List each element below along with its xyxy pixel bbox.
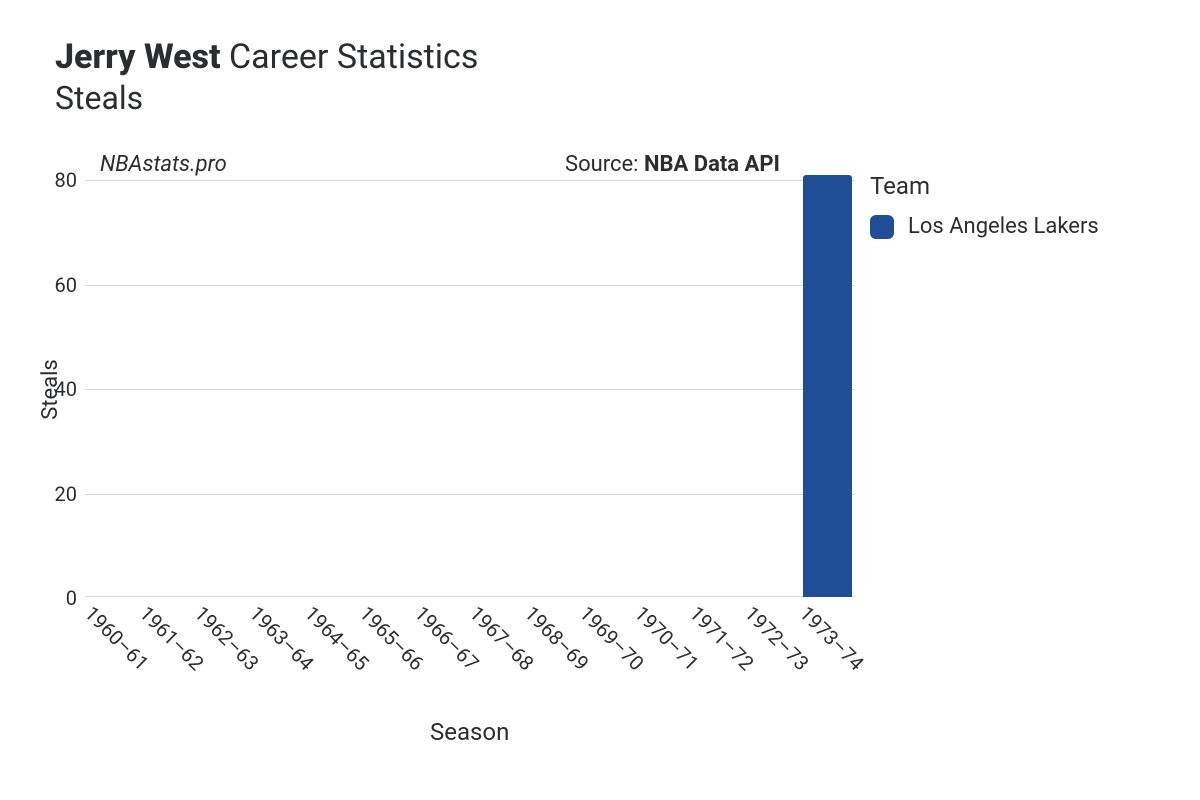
source-name: NBA Data API (644, 152, 780, 177)
gridline (85, 494, 855, 495)
x-axis-title: Season (430, 718, 509, 746)
bar (803, 175, 851, 597)
source-prefix: Source: (565, 152, 644, 177)
player-name: Jerry West (55, 37, 221, 77)
plot-area: 0204060801960–611961–621962–631963–64196… (85, 180, 855, 598)
legend-title: Team (870, 172, 1099, 200)
watermark-text: NBAstats.pro (100, 152, 227, 177)
gridline (85, 389, 855, 390)
y-tick-label: 60 (55, 273, 85, 297)
y-tick-label: 20 (55, 482, 85, 506)
gridline (85, 285, 855, 286)
chart-title: Jerry West Career Statistics (55, 38, 478, 77)
chart-subtitle: Steals (55, 79, 478, 117)
y-tick-label: 0 (66, 586, 85, 610)
legend-swatch (870, 215, 894, 239)
title-suffix: Career Statistics (229, 37, 478, 77)
chart-container: Jerry West Career Statistics Steals NBAs… (0, 0, 1200, 800)
legend: Team Los Angeles Lakers (870, 172, 1099, 239)
y-axis-title: Steals (38, 359, 63, 420)
gridline (85, 180, 855, 181)
title-block: Jerry West Career Statistics Steals (55, 38, 478, 117)
legend-item: Los Angeles Lakers (870, 214, 1099, 239)
legend-label: Los Angeles Lakers (908, 214, 1099, 239)
source-line: Source: NBA Data API (565, 152, 780, 177)
y-tick-label: 80 (55, 168, 85, 192)
baseline (85, 596, 855, 597)
